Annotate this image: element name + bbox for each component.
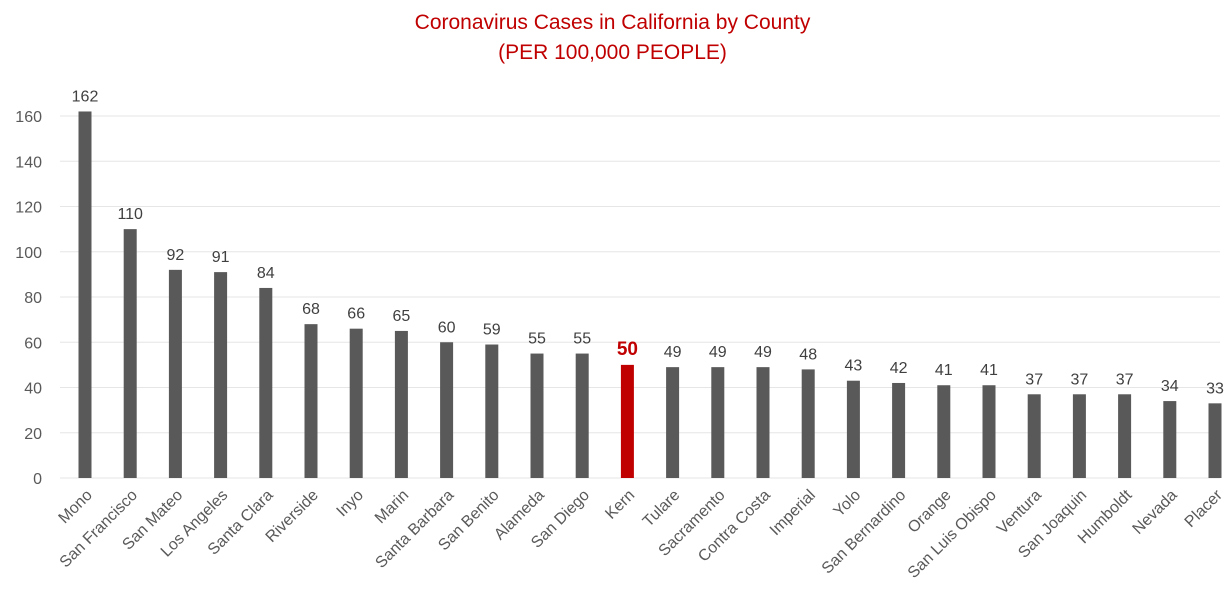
data-label: 91 xyxy=(212,249,230,266)
chart-subtitle: (PER 100,000 PEOPLE) xyxy=(498,41,727,64)
data-label: 49 xyxy=(664,344,682,361)
x-tick-label: Marin xyxy=(372,487,412,527)
data-label: 65 xyxy=(393,308,411,325)
bar-san-joaquin xyxy=(1072,394,1086,478)
y-tick-label: 140 xyxy=(15,154,42,171)
bar-san-diego xyxy=(575,353,589,478)
x-tick-label: Mono xyxy=(56,487,96,527)
data-label: 55 xyxy=(528,331,546,348)
data-label: 43 xyxy=(845,358,863,375)
y-tick-label: 20 xyxy=(24,426,42,443)
x-tick-label: Tulare xyxy=(640,487,684,531)
bar-yolo xyxy=(846,380,860,478)
bar-san-mateo xyxy=(168,269,182,478)
data-label: 68 xyxy=(302,301,320,318)
y-tick-label: 0 xyxy=(33,471,42,488)
bar-humboldt xyxy=(1118,394,1132,478)
data-label: 37 xyxy=(1025,371,1043,388)
data-label: 48 xyxy=(799,346,817,363)
x-tick-label: Santa Barbara xyxy=(372,487,457,572)
x-tick-label: Placer xyxy=(1182,486,1225,531)
chart-title: Coronavirus Cases in California by Count… xyxy=(414,11,811,34)
x-tick-label: Inyo xyxy=(334,487,367,520)
bar-nevada xyxy=(1163,401,1177,478)
y-tick-label: 80 xyxy=(24,290,42,307)
y-tick-label: 40 xyxy=(24,381,42,398)
x-tick-label: Yolo xyxy=(831,487,865,521)
y-tick-label: 160 xyxy=(15,109,42,126)
y-tick-label: 60 xyxy=(24,335,42,352)
chart-title-block: Coronavirus Cases in California by Count… xyxy=(0,8,1225,68)
bar-marin xyxy=(394,330,408,478)
data-label: 41 xyxy=(935,362,953,379)
bar-ventura xyxy=(1027,394,1041,478)
bar-placer xyxy=(1208,403,1222,478)
y-tick-label: 120 xyxy=(15,200,42,217)
data-labels: 162 110 92 91 84 68 66 65 60 59 55 55 50 49 49 49 48 43 42… xyxy=(72,88,1224,397)
bar-alameda xyxy=(530,353,544,478)
gridlines xyxy=(60,115,1220,479)
bar-santa-clara xyxy=(259,287,273,478)
data-label: 59 xyxy=(483,322,501,339)
data-label: 162 xyxy=(72,88,99,105)
data-label: 37 xyxy=(1116,371,1134,388)
data-label: 92 xyxy=(167,247,185,264)
data-label: 49 xyxy=(754,344,772,361)
bar-sacramento xyxy=(711,367,725,478)
data-label: 34 xyxy=(1161,378,1179,395)
data-label: 110 xyxy=(117,206,143,223)
bar-riverside xyxy=(304,324,318,478)
bar-san-luis-obispo xyxy=(982,385,996,478)
data-label: 49 xyxy=(709,344,727,361)
y-axis-ticks: 0 20 40 60 80 100 120 140 160 xyxy=(15,109,42,488)
bar-kern xyxy=(620,364,634,478)
data-label: 60 xyxy=(438,319,456,336)
bar-mono xyxy=(78,111,92,478)
data-label: 50 xyxy=(617,339,638,360)
bar-santa-barbara xyxy=(440,342,454,478)
bars xyxy=(78,111,1222,478)
data-label: 66 xyxy=(347,306,365,323)
bar-los-angeles xyxy=(214,272,228,478)
x-tick-label: Nevada xyxy=(1130,487,1181,538)
x-tick-label: Imperial xyxy=(767,487,819,539)
bar-san-francisco xyxy=(123,229,137,478)
bar-contra-costa xyxy=(756,367,770,478)
data-label: 42 xyxy=(890,360,908,377)
x-tick-label: Kern xyxy=(602,487,638,523)
data-label: 55 xyxy=(573,331,591,348)
x-tick-label: San Bernardino xyxy=(819,487,910,578)
bar-inyo xyxy=(349,328,363,478)
bar-san-bernardino xyxy=(892,382,906,478)
data-label: 41 xyxy=(980,362,998,379)
bar-imperial xyxy=(801,369,815,478)
y-tick-label: 100 xyxy=(15,245,42,262)
data-label: 84 xyxy=(257,265,275,282)
bar-orange xyxy=(937,385,951,478)
bar-tulare xyxy=(666,367,680,478)
data-label: 33 xyxy=(1206,380,1224,397)
data-label: 37 xyxy=(1071,371,1089,388)
x-tick-label: San Francisco xyxy=(57,487,141,571)
bar-san-benito xyxy=(485,344,499,478)
